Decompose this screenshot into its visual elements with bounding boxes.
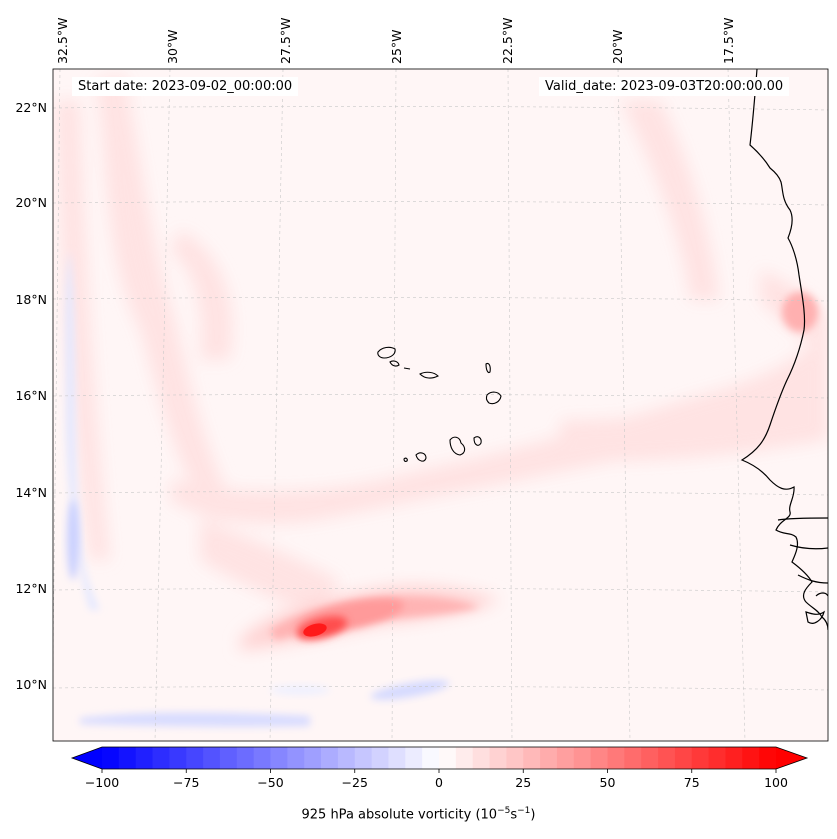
map-panel [53, 69, 828, 741]
island-santa-luzia [403, 367, 411, 370]
negative-vorticity-shading [65, 250, 450, 727]
colorbar-segment [556, 747, 575, 769]
cape-verde-islands [377, 346, 502, 462]
colorbar-segment [439, 747, 457, 769]
island-brava [403, 457, 408, 462]
colorbar-segment [658, 747, 676, 769]
map-frame [52, 68, 829, 742]
colorbar-ticks: −100 −75 −50 −25 0 25 50 75 100 [85, 769, 788, 790]
colorbar-title-exp2: −1 [517, 806, 531, 816]
colorbar-tick-label: 75 [684, 775, 700, 790]
colorbar-title: 925 hPa absolute vorticity (10−5s−1) [0, 806, 837, 822]
colorbar-segment [691, 747, 709, 769]
longitude-labels: 32.5°W 30°W 27.5°W 25°W 22.5°W 20°W 17.5… [55, 18, 736, 64]
colorbar-segment [674, 747, 693, 769]
colorbar-segments [102, 747, 777, 769]
lat-label-14n: 14°N [15, 485, 47, 500]
graticule [53, 69, 828, 741]
colorbar-segment [186, 747, 204, 769]
colorbar-min-extend-arrow [72, 747, 102, 769]
colorbar-tick-label: 100 [764, 775, 788, 790]
colorbar-segment [135, 747, 153, 769]
lon-label-25w: 25°W [389, 29, 404, 64]
colorbar-segment [607, 747, 625, 769]
colorbar-title-close: ) [530, 807, 536, 823]
lat-label-16n: 16°N [15, 388, 47, 403]
colorbar-segment [506, 747, 524, 769]
colorbar-segment [472, 747, 490, 769]
colorbar-segment [742, 747, 760, 769]
vorticity-streak [240, 292, 818, 650]
colorbar-title-exp1: −5 [497, 806, 511, 816]
latitude-labels: 22°N 20°N 18°N 16°N 14°N 12°N 10°N [15, 100, 47, 692]
lon-label-27-5w: 27.5°W [278, 18, 293, 64]
colorbar-segment [641, 747, 659, 769]
colorbar-tick-label: 0 [435, 775, 443, 790]
lon-label-17-5w: 17.5°W [721, 18, 736, 64]
lon-label-22-5w: 22.5°W [500, 18, 515, 64]
colorbar-title-main: 925 hPa absolute vorticity (10 [301, 807, 498, 823]
colorbar: −100 −75 −50 −25 0 25 50 75 100 [70, 746, 809, 790]
lat-label-18n: 18°N [15, 292, 47, 307]
colorbar-segment [118, 747, 137, 769]
colorbar-tick-label: −100 [85, 775, 119, 790]
positive-vorticity-shading [55, 75, 828, 620]
lat-label-22n: 22°N [15, 100, 47, 115]
colorbar-segment [203, 747, 221, 769]
colorbar-segment [236, 747, 255, 769]
valid-date-label: Valid_date: 2023-09-03T20:00:00.00 [539, 77, 790, 96]
colorbar-segment [102, 747, 120, 769]
colorbar-segment [321, 747, 339, 769]
lon-label-32-5w: 32.5°W [55, 18, 70, 64]
colorbar-segment [759, 747, 777, 769]
colorbar-segment [725, 747, 743, 769]
island-maio [473, 436, 482, 446]
lat-label-10n: 10°N [15, 677, 47, 692]
colorbar-max-extend-arrow [776, 747, 807, 769]
colorbar-segment [590, 747, 608, 769]
colorbar-segment [489, 747, 507, 769]
colorbar-segment [219, 747, 238, 769]
colorbar-segment [304, 747, 322, 769]
island-santo-antao [377, 346, 396, 359]
colorbar-segment [287, 747, 305, 769]
colorbar-segment [152, 747, 170, 769]
island-sal [485, 362, 491, 374]
island-boa-vista [485, 391, 502, 405]
colorbar-title-unit: s [510, 807, 518, 823]
lon-label-30w: 30°W [165, 29, 180, 64]
start-date-label: Start date: 2023-09-02_00:00:00 [72, 77, 299, 96]
colorbar-tick-label: −75 [173, 775, 199, 790]
colorbar-segment [523, 747, 541, 769]
lon-label-20w: 20°W [610, 29, 625, 64]
colorbar-segment [405, 747, 423, 769]
colorbar-segment [371, 747, 389, 769]
island-sao-vicente [389, 360, 400, 367]
colorbar-segment [253, 747, 271, 769]
africa-coastline [740, 69, 828, 631]
island-fogo [415, 452, 427, 462]
colorbar-segment [169, 747, 187, 769]
island-sao-nicolau [419, 371, 439, 379]
colorbar-segment [337, 747, 356, 769]
colorbar-tick-label: −50 [257, 775, 283, 790]
lat-label-20n: 20°N [15, 195, 47, 210]
colorbar-segment [422, 747, 440, 769]
colorbar-tick-label: 50 [600, 775, 616, 790]
colorbar-segment [354, 747, 372, 769]
colorbar-tick-label: 25 [515, 775, 531, 790]
colorbar-segment [388, 747, 406, 769]
colorbar-segment [270, 747, 288, 769]
lat-label-12n: 12°N [15, 581, 47, 596]
colorbar-segment [573, 747, 592, 769]
colorbar-segment [624, 747, 642, 769]
colorbar-segment [540, 747, 558, 769]
colorbar-segment [455, 747, 474, 769]
island-santiago [449, 436, 466, 456]
colorbar-tick-label: −25 [342, 775, 368, 790]
colorbar-segment [708, 747, 726, 769]
